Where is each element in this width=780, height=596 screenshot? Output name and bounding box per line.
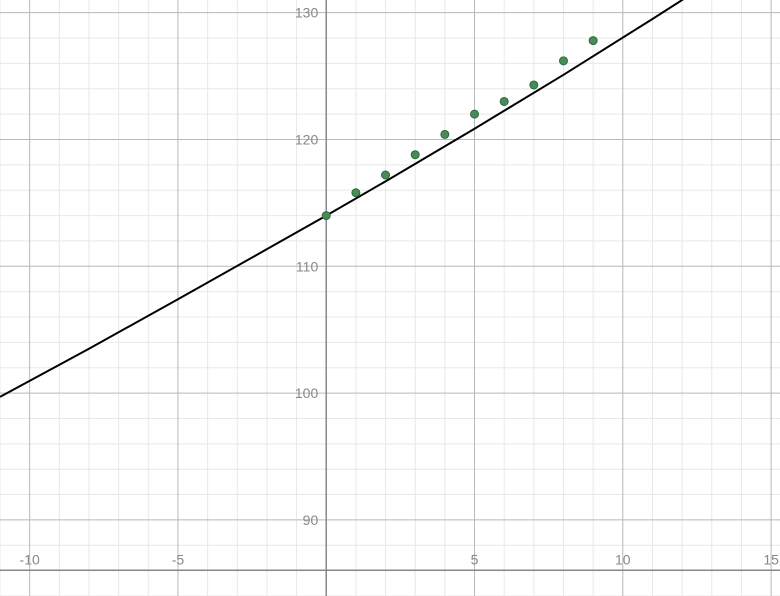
x-tick-label: -10 [20, 551, 40, 567]
chart-background [0, 0, 780, 596]
data-point [471, 110, 479, 118]
chart-svg: -10 -5 5 10 15 90 100 110 120 130 [0, 0, 780, 596]
data-point [411, 151, 419, 159]
data-point [352, 189, 360, 197]
data-point [441, 130, 449, 138]
chart-container: -10 -5 5 10 15 90 100 110 120 130 [0, 0, 780, 596]
x-tick-label: 15 [763, 551, 779, 567]
y-tick-label: 90 [303, 512, 319, 528]
x-tick-label: 5 [471, 551, 479, 567]
y-tick-label: 110 [296, 258, 319, 274]
data-point [530, 81, 538, 89]
data-point [589, 37, 597, 45]
data-point [382, 171, 390, 179]
y-tick-label: 120 [295, 131, 319, 147]
y-tick-label: 100 [295, 385, 319, 401]
data-point [500, 97, 508, 105]
data-point [559, 57, 567, 65]
y-tick-label: 130 [295, 5, 319, 21]
x-tick-label: 10 [615, 551, 631, 567]
x-tick-label: -5 [172, 551, 185, 567]
data-point [322, 212, 330, 220]
